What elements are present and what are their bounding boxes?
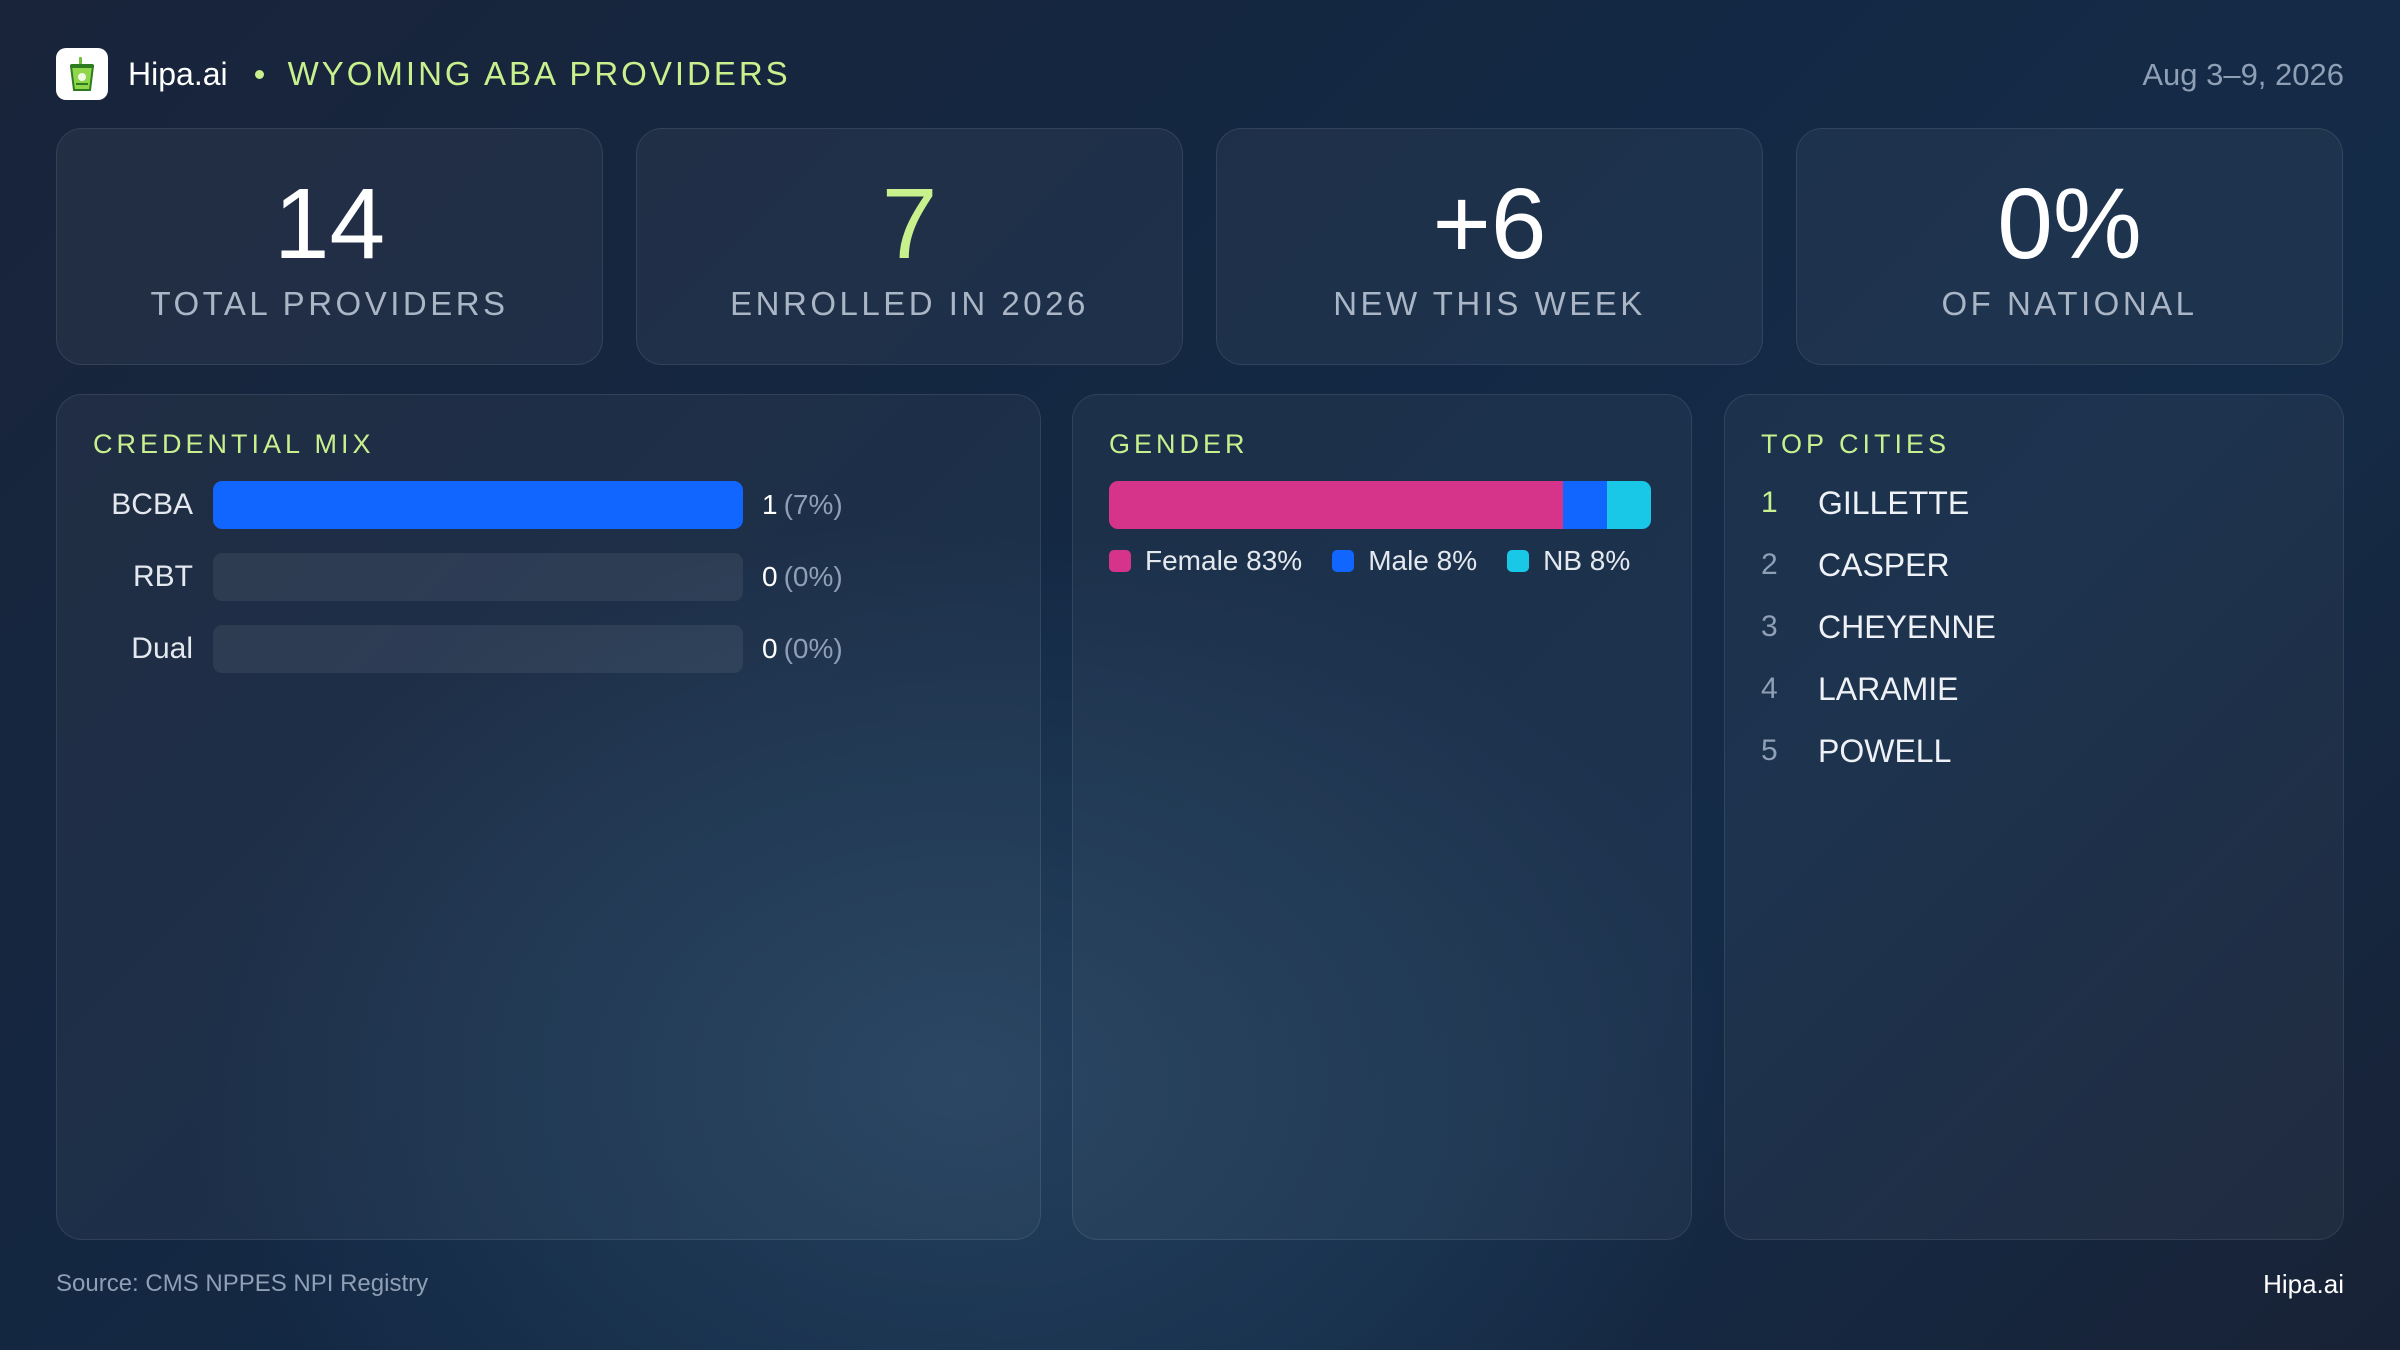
credential-count: 0 [762,561,778,592]
cup-icon [69,57,95,91]
legend-item-female: Female 83% [1109,545,1302,577]
city-rank: 5 [1761,734,1778,767]
kpi-enrolled: 7 ENROLLED IN 2026 [636,128,1183,365]
kpi-label: ENROLLED IN 2026 [730,285,1089,322]
panel-title: GENDER [1109,429,1249,459]
credential-percent: (0%) [783,633,843,664]
city-item: 1 GILLETTE [1761,481,1969,525]
credential-label: RBT [133,560,193,593]
kpi-total-providers: 14 TOTAL PROVIDERS [56,128,603,365]
credential-bar-track [213,553,743,601]
city-rank: 4 [1761,672,1778,705]
city-name: GILLETTE [1818,484,1970,521]
top-cities-panel: TOP CITIES 1 GILLETTE 2 CASPER 3 CHEYENN… [1724,394,2344,1240]
panel-title: CREDENTIAL MIX [93,429,375,459]
kpi-value: 14 [273,168,386,280]
credential-value: 0 (0%) [762,625,843,673]
credential-label: Dual [131,632,193,665]
credential-bar [213,481,743,529]
gender-legend: Female 83% Male 8% NB 8% [1109,545,1660,577]
city-name: LARAMIE [1818,670,1959,707]
date-range: Aug 3–9, 2026 [2142,57,2344,92]
city-item: 3 CHEYENNE [1761,605,1996,649]
footer-brand: Hipa.ai [2263,1269,2344,1299]
gender-segment-female [1109,481,1564,529]
city-item: 2 CASPER [1761,543,1950,587]
legend-label: Male 8% [1368,545,1478,576]
city-name: POWELL [1818,732,1952,769]
city-item: 4 LARAMIE [1761,667,1958,711]
credential-mix-panel: CREDENTIAL MIX BCBA 1 (7%) RBT 0 (0%) Dual… [56,394,1041,1240]
page-title: WYOMING ABA PROVIDERS [287,55,791,92]
credential-row-dual: Dual 0 (0%) [57,625,1040,673]
city-rank: 1 [1761,486,1778,519]
legend-swatch [1109,550,1131,572]
brand-name: Hipa.ai [128,55,228,92]
logo [56,48,108,100]
kpi-value: 7 [881,168,938,280]
gender-segment-nb [1607,481,1651,529]
city-rank: 2 [1761,548,1778,581]
kpi-new-this-week: +6 NEW THIS WEEK [1216,128,1763,365]
credential-count: 1 [762,489,778,520]
city-name: CASPER [1818,546,1950,583]
credential-value: 1 (7%) [762,481,843,529]
credential-bar-track [213,625,743,673]
credential-row-rbt: RBT 0 (0%) [57,553,1040,601]
separator-dot [254,69,264,79]
kpi-value: +6 [1432,168,1547,280]
city-item: 5 POWELL [1761,729,1951,773]
legend-item-nb: NB 8% [1507,545,1630,577]
credential-bar-track [213,481,743,529]
legend-label: NB 8% [1543,545,1631,576]
credential-row-bcba: BCBA 1 (7%) [57,481,1040,529]
kpi-value: 0% [1997,168,2142,280]
credential-label: BCBA [111,488,193,521]
dashboard-header: Hipa.ai WYOMING ABA PROVIDERS [56,47,791,101]
gender-panel: GENDER Female 83% Male 8% NB 8% [1072,394,1692,1240]
gender-segment-male [1563,481,1608,529]
credential-percent: (7%) [783,489,843,520]
city-name: CHEYENNE [1818,608,1996,645]
kpi-label: OF NATIONAL [1941,285,2198,322]
credential-percent: (0%) [783,561,843,592]
legend-item-male: Male 8% [1332,545,1477,577]
kpi-of-national: 0% OF NATIONAL [1796,128,2343,365]
gender-stacked-bar [1109,481,1651,529]
legend-swatch [1332,550,1355,572]
city-rank: 3 [1761,610,1778,643]
kpi-label: NEW THIS WEEK [1333,285,1646,322]
source-note: Source: CMS NPPES NPI Registry [56,1270,429,1297]
kpi-label: TOTAL PROVIDERS [150,285,509,322]
credential-value: 0 (0%) [762,553,843,601]
credential-count: 0 [762,633,778,664]
legend-label: Female 83% [1145,545,1303,576]
panel-title: TOP CITIES [1761,429,1951,459]
legend-swatch [1507,550,1530,572]
